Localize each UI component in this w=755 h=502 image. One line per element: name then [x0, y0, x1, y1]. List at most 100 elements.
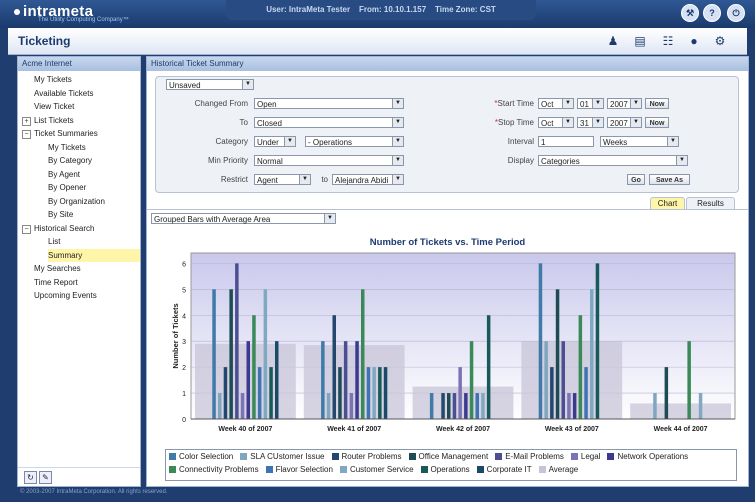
sidebar-item[interactable]: Upcoming Events [34, 289, 140, 302]
power-icon[interactable]: ⏻ [727, 4, 745, 22]
sidebar-item[interactable]: − Historical Search [22, 222, 140, 235]
to-label: To [239, 118, 248, 127]
y-tick-label: 2 [182, 365, 186, 372]
bar [257, 367, 262, 419]
main-panel: Historical Ticket Summary Unsaved ▼ Chang… [146, 56, 749, 487]
changed-from-select[interactable]: Open ▼ [254, 98, 404, 109]
expand-icon[interactable]: + [22, 116, 31, 126]
logo: intrameta [14, 3, 93, 20]
stop-year-select[interactable]: 2007 ▼ [607, 117, 642, 128]
bar [212, 289, 216, 419]
sidebar-item-label: By Category [48, 156, 93, 165]
tagline: The Utility Computing Company™ [38, 17, 129, 23]
tab-results[interactable]: Results [686, 197, 735, 210]
stop-day-select[interactable]: 31 ▼ [577, 117, 604, 128]
sidebar-item-label: By Opener [48, 183, 87, 192]
bar [458, 367, 462, 419]
sidebar-item-label: List Tickets [34, 115, 74, 125]
sidebar-item[interactable]: By Site [48, 208, 140, 221]
chevron-down-icon: ▼ [592, 99, 603, 108]
legend-swatch [495, 453, 503, 460]
save-as-button[interactable]: Save As [649, 174, 690, 185]
notepad-icon[interactable]: ▤ [634, 34, 646, 48]
category-op-select[interactable]: Under ▼ [254, 136, 296, 147]
start-now-button[interactable]: Now [645, 98, 669, 109]
sidebar-item-label: My Searches [34, 264, 81, 273]
interval-input[interactable]: 1 [538, 136, 594, 147]
sidebar-item[interactable]: Available Tickets [34, 87, 140, 100]
display-select[interactable]: Categories ▼ [538, 155, 688, 166]
y-tick-label: 0 [182, 417, 186, 424]
saved-search-select[interactable]: Unsaved ▼ [166, 79, 254, 90]
edit-icon[interactable]: ✎ [39, 471, 52, 484]
wrench-icon[interactable]: ⚒ [681, 4, 699, 22]
sidebar-item-label: Available Tickets [34, 88, 94, 98]
sidebar-item[interactable]: By Organization [48, 195, 140, 208]
category-label: Category [215, 137, 248, 146]
user-value: IntraMeta Tester [288, 5, 351, 14]
start-year-select[interactable]: 2007 ▼ [607, 98, 642, 109]
sidebar-item[interactable]: My Tickets [48, 141, 140, 154]
bar [338, 367, 342, 419]
collapse-icon[interactable]: − [22, 130, 31, 139]
sidebar-item[interactable]: My Tickets [34, 73, 140, 86]
sidebar-item[interactable]: By Agent [48, 168, 140, 181]
legend-swatch [240, 453, 248, 460]
sidebar-item-label: View Ticket [34, 102, 75, 111]
sidebar-footer: ↻ ✎ [18, 467, 140, 486]
min-priority-label: Min Priority [207, 156, 248, 165]
globe-icon[interactable]: ● [690, 34, 698, 48]
bar [698, 393, 703, 419]
changed-from-value: Open [257, 100, 277, 109]
restrict-select[interactable]: Agent ▼ [254, 174, 311, 185]
bar [372, 367, 376, 419]
top-bar: intrameta The Utility Computing Company™… [0, 0, 755, 28]
start-day-select[interactable]: 01 ▼ [577, 98, 604, 109]
sidebar-item[interactable]: Time Report [34, 276, 140, 289]
sidebar-item[interactable]: Summary [48, 248, 140, 262]
category-select[interactable]: - Operations ▼ [305, 136, 404, 147]
legend-item: Average [538, 464, 578, 476]
tab-chart[interactable]: Chart [650, 197, 685, 210]
gears-icon[interactable]: ⚙ [714, 34, 726, 48]
bar [664, 367, 669, 419]
legend-item: Router Problems [331, 451, 402, 463]
people-icon[interactable]: ♟ [607, 34, 619, 48]
sidebar-item[interactable]: + List Tickets [22, 114, 140, 127]
stop-now-button[interactable]: Now [645, 117, 669, 128]
refresh-icon[interactable]: ↻ [24, 471, 37, 484]
help-icon[interactable]: ? [703, 4, 721, 22]
legend-label: Legal [580, 452, 601, 461]
legend-item: Legal [570, 451, 601, 463]
legend-swatch [408, 453, 416, 460]
y-tick-label: 5 [182, 287, 186, 294]
bar [567, 393, 571, 419]
chart-type-value: Grouped Bars with Average Area [154, 215, 271, 224]
network-icon[interactable]: ☷ [662, 34, 674, 48]
stop-month-select[interactable]: Oct ▼ [538, 117, 574, 128]
interval-unit-select[interactable]: Weeks ▼ [600, 136, 679, 147]
restrict-to-select[interactable]: Alejandra Abidi ▼ [332, 174, 404, 185]
logo-text: intrameta [23, 3, 94, 20]
restrict-value: Agent [257, 176, 278, 185]
collapse-icon[interactable]: − [22, 224, 31, 234]
sidebar-item[interactable]: My Searches [34, 262, 140, 275]
bar [378, 367, 382, 419]
bar [555, 289, 560, 419]
chart-type-select[interactable]: Grouped Bars with Average Area ▼ [151, 213, 336, 224]
go-button[interactable]: Go [627, 174, 645, 185]
chevron-down-icon: ▼ [392, 99, 403, 108]
sidebar-item[interactable]: By Category [48, 154, 140, 167]
min-priority-select[interactable]: Normal ▼ [254, 155, 404, 166]
sidebar-item[interactable]: View Ticket [34, 100, 140, 113]
start-month-select[interactable]: Oct ▼ [538, 98, 574, 109]
bar [687, 341, 691, 419]
bar [263, 289, 268, 419]
legend-item: SLA CUstomer Issue [240, 451, 325, 463]
sidebar-item[interactable]: List [48, 235, 140, 248]
legend-swatch [476, 466, 484, 473]
sidebar-item[interactable]: By Opener [48, 181, 140, 194]
bar [653, 393, 657, 419]
sidebar-item[interactable]: − Ticket Summaries [22, 127, 140, 140]
to-select[interactable]: Closed ▼ [254, 117, 404, 128]
